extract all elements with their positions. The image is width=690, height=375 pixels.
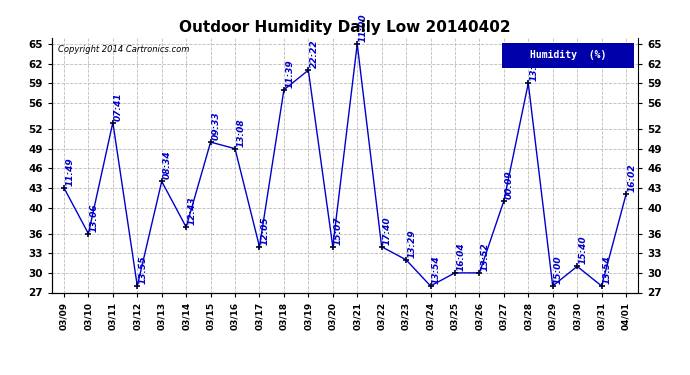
Text: 07:41: 07:41 [114, 92, 123, 120]
Text: 13:06: 13:06 [90, 203, 99, 232]
Text: Humidity  (%): Humidity (%) [530, 50, 607, 60]
Title: Outdoor Humidity Daily Low 20140402: Outdoor Humidity Daily Low 20140402 [179, 20, 511, 35]
Text: 13:09: 13:09 [529, 53, 538, 81]
Text: 17:40: 17:40 [383, 216, 392, 245]
Text: Copyright 2014 Cartronics.com: Copyright 2014 Cartronics.com [58, 45, 189, 54]
Text: 11:49: 11:49 [65, 157, 75, 186]
Text: 13:08: 13:08 [236, 118, 245, 147]
FancyBboxPatch shape [502, 43, 634, 68]
Text: 12:05: 12:05 [261, 216, 270, 245]
Text: 13:54: 13:54 [432, 255, 441, 284]
Text: 16:02: 16:02 [627, 164, 636, 192]
Text: 15:40: 15:40 [578, 236, 587, 264]
Text: 22:22: 22:22 [310, 40, 319, 68]
Text: 15:00: 15:00 [554, 255, 563, 284]
Text: 00:09: 00:09 [505, 170, 514, 199]
Text: 08:34: 08:34 [163, 151, 172, 179]
Text: 13:29: 13:29 [407, 229, 416, 258]
Text: 09:33: 09:33 [212, 111, 221, 140]
Text: 13:54: 13:54 [603, 255, 612, 284]
Text: 13:52: 13:52 [481, 242, 490, 271]
Text: 11:00: 11:00 [358, 13, 368, 42]
Text: 16:04: 16:04 [456, 242, 465, 271]
Text: 15:07: 15:07 [334, 216, 343, 245]
Text: 11:39: 11:39 [285, 59, 294, 88]
Text: 12:43: 12:43 [188, 196, 197, 225]
Text: 13:55: 13:55 [139, 255, 148, 284]
